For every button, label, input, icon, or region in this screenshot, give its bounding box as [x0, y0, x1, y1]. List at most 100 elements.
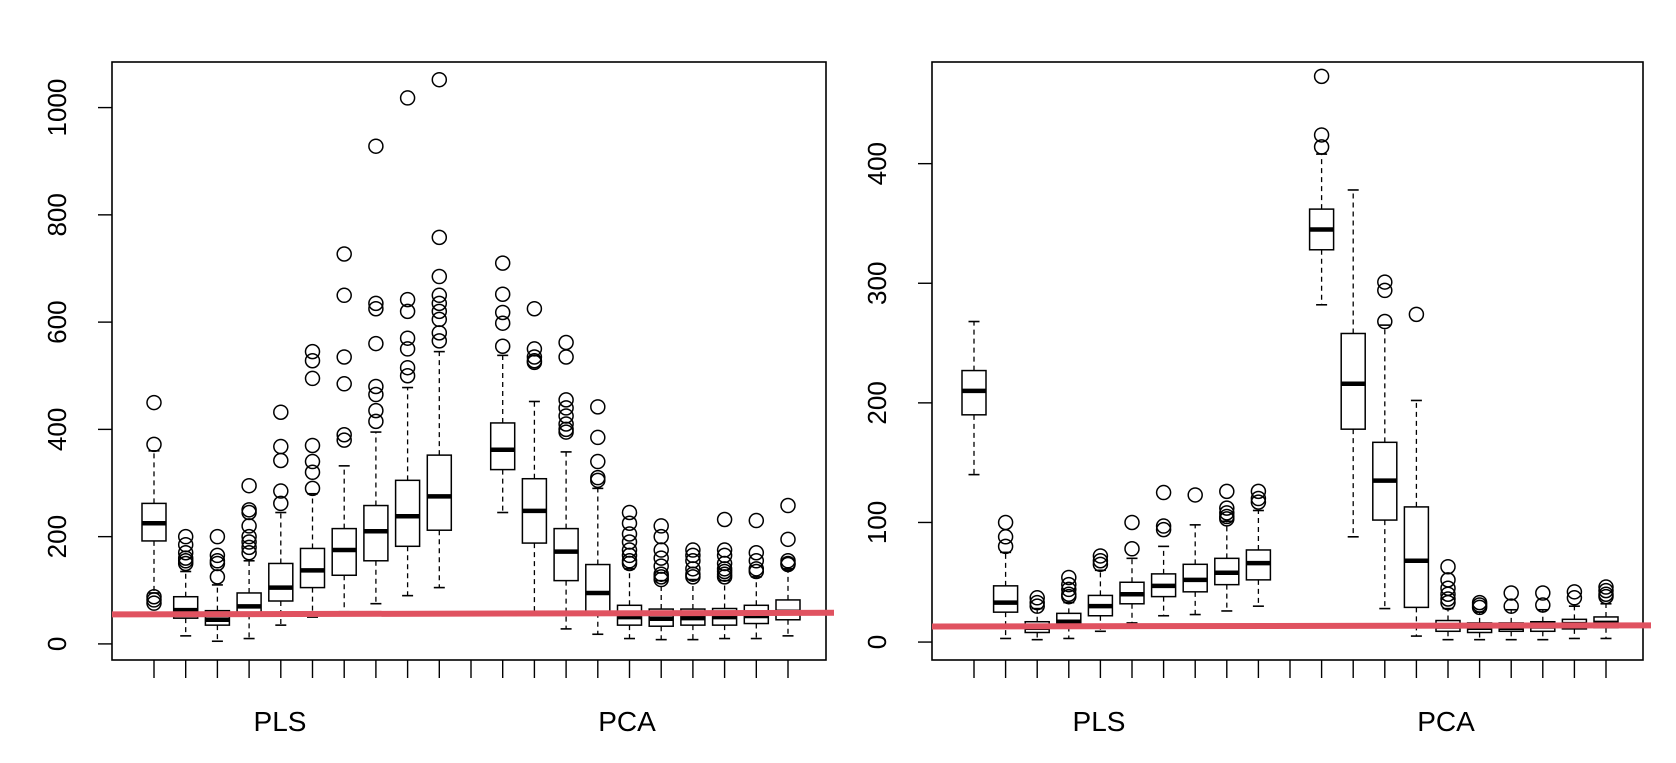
- outlier-point: [177, 555, 194, 572]
- outlier-point: [558, 416, 574, 432]
- box-pls-5: [268, 404, 294, 626]
- box-pca-14: [585, 399, 611, 636]
- outlier-point: [1535, 597, 1551, 613]
- outlier-point: [653, 571, 669, 588]
- outlier-point: [1219, 505, 1235, 521]
- outlier-point: [1219, 483, 1235, 500]
- outlier-point: [653, 518, 669, 534]
- box-pls-8: [1182, 487, 1208, 616]
- outlier-point: [431, 71, 448, 88]
- outlier-point: [590, 399, 606, 415]
- plot-frame: [931, 61, 1644, 661]
- outlier-point: [621, 547, 638, 564]
- box-pls-4: [236, 477, 262, 640]
- iqr-box: [1403, 506, 1430, 609]
- outlier-point: [177, 528, 194, 545]
- box-pca-18: [1530, 585, 1556, 641]
- outlier-point: [368, 378, 384, 395]
- outlier-point: [304, 480, 321, 497]
- box-pca-13: [553, 334, 579, 630]
- outlier-point: [653, 542, 669, 558]
- outlier-point: [1250, 483, 1267, 500]
- y-tick-label: 800: [42, 193, 72, 236]
- outlier-point: [368, 386, 384, 403]
- outlier-point: [558, 408, 574, 424]
- box-pca-13: [1372, 274, 1398, 610]
- outlier-point: [653, 550, 669, 566]
- outlier-point: [1377, 282, 1393, 299]
- outlier-point: [399, 291, 416, 308]
- outlier-point: [494, 304, 511, 321]
- outlier-point: [558, 424, 574, 440]
- y-tick-label: 400: [862, 142, 892, 185]
- panel-1: 0 200 400 600 800 1000 PLS PCA: [42, 61, 835, 737]
- box-pca-17: [1498, 585, 1524, 641]
- outlier-point: [590, 429, 606, 446]
- outlier-point: [1598, 579, 1614, 595]
- outlier-point: [1598, 582, 1614, 599]
- outlier-point: [304, 464, 321, 481]
- outlier-point: [1219, 500, 1235, 516]
- box-pls-2: [172, 528, 199, 637]
- box-pls-7: [1150, 484, 1177, 617]
- outlier-point: [431, 311, 448, 328]
- group-label-pls: PLS: [1073, 706, 1126, 737]
- outlier-point: [177, 536, 194, 553]
- outlier-point: [368, 138, 384, 154]
- box-pls-2: [992, 514, 1019, 640]
- iqr-box: [992, 585, 1019, 613]
- box-pca-12: [1340, 189, 1366, 538]
- outlier-point: [146, 592, 162, 608]
- outlier-point: [494, 286, 511, 302]
- y-tick-label: 200: [862, 381, 892, 424]
- outlier-point: [1440, 558, 1456, 575]
- outlier-point: [431, 325, 448, 341]
- outlier-point: [1566, 590, 1583, 606]
- outlier-point: [1155, 521, 1172, 538]
- box-pca-15: [616, 504, 643, 640]
- outlier-point: [431, 287, 448, 304]
- box-pca-19: [743, 512, 770, 640]
- outlier-point: [558, 400, 574, 416]
- box-pca-18: [711, 511, 738, 640]
- outlier-point: [1029, 594, 1045, 611]
- box-pls-4: [1056, 569, 1082, 640]
- outlier-point: [336, 246, 352, 262]
- outlier-point: [431, 268, 448, 285]
- outlier-point: [304, 343, 321, 360]
- outlier-point: [558, 334, 574, 351]
- outlier-point: [399, 341, 416, 357]
- outlier-point: [780, 497, 796, 514]
- outlier-point: [1155, 518, 1172, 534]
- outlier-point: [146, 436, 162, 453]
- outlier-point: [304, 437, 321, 454]
- outlier-point: [1061, 569, 1077, 586]
- outlier-point: [1408, 306, 1425, 323]
- outlier-point: [1471, 599, 1488, 616]
- outlier-point: [558, 349, 574, 365]
- outlier-point: [273, 404, 289, 420]
- box-pls-9: [394, 90, 421, 597]
- iqr-box: [489, 422, 516, 471]
- outlier-point: [1155, 484, 1172, 501]
- iqr-box: [585, 563, 611, 614]
- outlier-point: [241, 534, 257, 550]
- outlier-point: [748, 512, 765, 529]
- box-pca-16: [1466, 594, 1493, 641]
- outlier-point: [526, 300, 543, 317]
- box-pca-11: [489, 255, 516, 514]
- box-pls-10: [1245, 483, 1272, 607]
- y-tick-label: 300: [862, 262, 892, 305]
- box-pls-10: [426, 71, 453, 589]
- iqr-box: [553, 527, 579, 582]
- iqr-box: [299, 547, 326, 589]
- box-pca-12: [521, 300, 548, 616]
- outlier-point: [1029, 598, 1045, 614]
- outlier-point: [368, 335, 384, 352]
- outlier-point: [431, 295, 448, 312]
- box-pls-1: [961, 320, 987, 476]
- outlier-point: [1061, 588, 1077, 605]
- outlier-point: [1503, 585, 1519, 601]
- outlier-point: [1377, 313, 1393, 330]
